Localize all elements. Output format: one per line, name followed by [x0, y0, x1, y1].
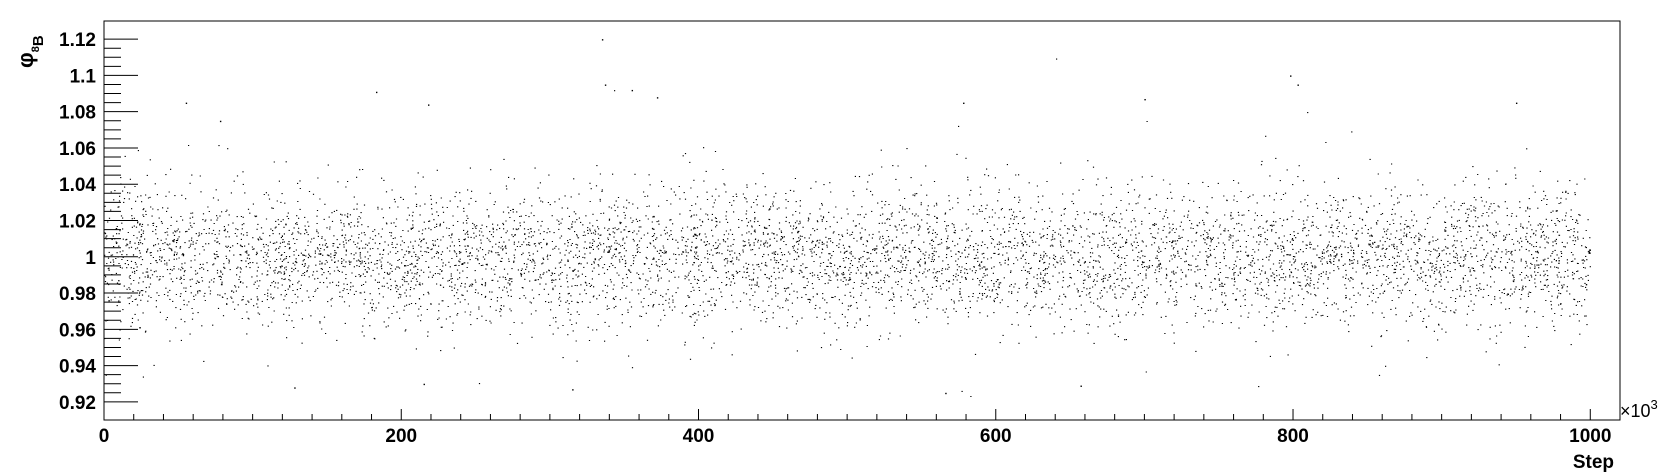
data-point: [375, 91, 378, 94]
data-point: [963, 102, 965, 105]
y-axis: 0.92 0.94 0.96 0.98 1 1.02 1.04 1.06 1.08 1.1 1.12: [59, 30, 138, 414]
data-point: [631, 89, 634, 92]
y-tick-label: 1.12: [59, 30, 96, 51]
data-point: [423, 383, 425, 386]
x-multiplier-exponent: 3: [1651, 397, 1658, 412]
x-tick-label: 0: [99, 426, 110, 447]
y-tick-label: 1.1: [70, 66, 97, 87]
y-axis-subscript: B: [30, 35, 47, 46]
x-multiplier-base: ×10: [1620, 401, 1651, 421]
y-tick-label: 1.06: [59, 139, 96, 160]
data-point: [1290, 75, 1292, 77]
data-point: [219, 120, 222, 123]
y-axis-title: φ8B: [13, 35, 47, 68]
y-tick-label: 0.98: [59, 284, 96, 305]
data-point: [601, 39, 604, 41]
data-point: [1297, 84, 1299, 86]
x-axis-multiplier: ×103: [1620, 397, 1658, 421]
y-tick-label: 0.94: [59, 357, 96, 378]
data-point: [604, 84, 607, 86]
x-tick-label: 800: [1277, 426, 1309, 447]
x-tick-label: 1000: [1569, 426, 1611, 447]
x-tick-label: 600: [980, 426, 1012, 447]
y-tick-label: 1.02: [59, 212, 96, 233]
x-axis-title: Step: [1573, 452, 1614, 473]
x-axis: 0 200 400 600 800 1000: [99, 409, 1611, 447]
y-tick-label: 1.08: [59, 103, 96, 124]
data-point: [294, 387, 296, 389]
data-points: [104, 39, 1591, 398]
x-tick-label: 200: [385, 426, 417, 447]
y-tick-label: 0.96: [59, 320, 96, 341]
data-point: [1080, 385, 1082, 387]
x-tick-label: 400: [683, 426, 715, 447]
point-cloud: [104, 58, 1591, 398]
y-tick-label: 0.92: [59, 393, 96, 414]
data-point: [656, 97, 659, 99]
data-point: [428, 104, 430, 106]
data-point: [572, 389, 574, 391]
y-axis-superscript: 8: [30, 46, 42, 52]
data-point: [945, 392, 947, 395]
svg-text:φ8B: φ8B: [13, 35, 47, 68]
data-point: [1585, 283, 1588, 286]
data-point: [1144, 98, 1146, 101]
y-tick-label: 1.04: [59, 175, 96, 196]
data-point: [1515, 102, 1518, 105]
data-point: [111, 238, 113, 241]
y-axis-symbol: φ: [13, 52, 38, 68]
y-tick-label: 1: [85, 248, 96, 269]
data-point: [185, 102, 188, 105]
